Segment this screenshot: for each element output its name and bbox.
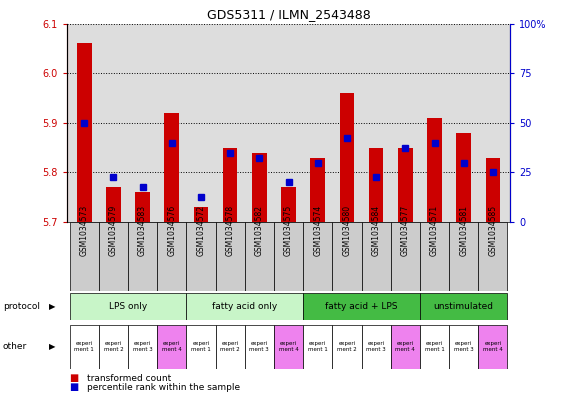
Bar (70, 222, 99, 291)
Bar (340, 93, 354, 222)
Text: GSM1034583: GSM1034583 (138, 205, 147, 256)
Text: experi
ment 3: experi ment 3 (454, 342, 473, 352)
Bar (391, 222, 420, 291)
Bar (216, 222, 245, 291)
Text: GSM1034585: GSM1034585 (488, 205, 498, 256)
Text: ■: ■ (70, 373, 79, 383)
Bar (449, 325, 478, 369)
Bar (332, 325, 361, 369)
Bar (216, 325, 245, 369)
Bar (70, 325, 99, 369)
Bar (77, 44, 92, 222)
Bar (245, 325, 274, 369)
Text: experi
ment 2: experi ment 2 (337, 342, 357, 352)
Bar (157, 222, 186, 291)
Text: experi
ment 2: experi ment 2 (220, 342, 240, 352)
Bar (369, 148, 383, 222)
Text: ■: ■ (70, 382, 79, 392)
Text: experi
ment 1: experi ment 1 (74, 342, 94, 352)
Text: experi
ment 2: experi ment 2 (104, 342, 124, 352)
Bar (186, 293, 303, 320)
Text: GSM1034578: GSM1034578 (226, 205, 235, 256)
Bar (332, 222, 361, 291)
Text: fatty acid + LPS: fatty acid + LPS (325, 302, 398, 311)
Bar (449, 222, 478, 291)
Bar (99, 222, 128, 291)
Text: protocol: protocol (3, 302, 40, 311)
Bar (194, 207, 208, 222)
Text: GSM1034575: GSM1034575 (284, 205, 293, 256)
Bar (391, 325, 420, 369)
Text: GSM1034577: GSM1034577 (401, 205, 410, 256)
Text: ▶: ▶ (49, 302, 56, 311)
Text: experi
ment 1: experi ment 1 (191, 342, 211, 352)
Text: GSM1034576: GSM1034576 (167, 205, 176, 256)
Text: experi
ment 4: experi ment 4 (483, 342, 503, 352)
Bar (420, 293, 508, 320)
Text: fatty acid only: fatty acid only (212, 302, 277, 311)
Bar (165, 113, 179, 222)
Bar (310, 158, 325, 222)
Bar (398, 148, 412, 222)
Text: experi
ment 3: experi ment 3 (133, 342, 153, 352)
Bar (281, 187, 296, 222)
Bar (128, 222, 157, 291)
Bar (485, 158, 500, 222)
Bar (186, 325, 216, 369)
Bar (186, 222, 216, 291)
Bar (106, 187, 121, 222)
Bar (274, 222, 303, 291)
Bar (128, 325, 157, 369)
Bar (420, 222, 449, 291)
Text: GSM1034574: GSM1034574 (313, 205, 322, 256)
Bar (478, 325, 508, 369)
Text: GSM1034581: GSM1034581 (459, 206, 468, 256)
Bar (245, 222, 274, 291)
Text: GSM1034572: GSM1034572 (197, 205, 205, 256)
Bar (157, 325, 186, 369)
Text: experi
ment 4: experi ment 4 (396, 342, 415, 352)
Bar (252, 152, 267, 222)
Text: experi
ment 3: experi ment 3 (249, 342, 269, 352)
Text: experi
ment 1: experi ment 1 (308, 342, 328, 352)
Bar (427, 118, 442, 222)
Text: GSM1034571: GSM1034571 (430, 205, 439, 256)
Text: experi
ment 4: experi ment 4 (278, 342, 299, 352)
Text: LPS only: LPS only (109, 302, 147, 311)
Text: GSM1034580: GSM1034580 (342, 205, 351, 256)
Bar (361, 222, 391, 291)
Bar (303, 222, 332, 291)
Bar (478, 222, 508, 291)
Bar (70, 293, 186, 320)
Bar (223, 148, 237, 222)
Text: unstimulated: unstimulated (434, 302, 494, 311)
Bar (456, 133, 471, 222)
Text: GSM1034582: GSM1034582 (255, 206, 264, 256)
Text: experi
ment 1: experi ment 1 (425, 342, 444, 352)
Bar (303, 325, 332, 369)
Text: GSM1034584: GSM1034584 (372, 205, 380, 256)
Bar (303, 293, 420, 320)
Text: experi
ment 4: experi ment 4 (162, 342, 182, 352)
Text: experi
ment 3: experi ment 3 (366, 342, 386, 352)
Title: GDS5311 / ILMN_2543488: GDS5311 / ILMN_2543488 (206, 8, 371, 21)
Bar (135, 192, 150, 222)
Text: GSM1034573: GSM1034573 (79, 205, 89, 256)
Bar (274, 325, 303, 369)
Text: percentile rank within the sample: percentile rank within the sample (87, 383, 240, 391)
Text: transformed count: transformed count (87, 374, 171, 382)
Bar (420, 325, 449, 369)
Text: GSM1034579: GSM1034579 (109, 205, 118, 256)
Bar (99, 325, 128, 369)
Text: ▶: ▶ (49, 342, 56, 351)
Text: other: other (3, 342, 27, 351)
Bar (361, 325, 391, 369)
